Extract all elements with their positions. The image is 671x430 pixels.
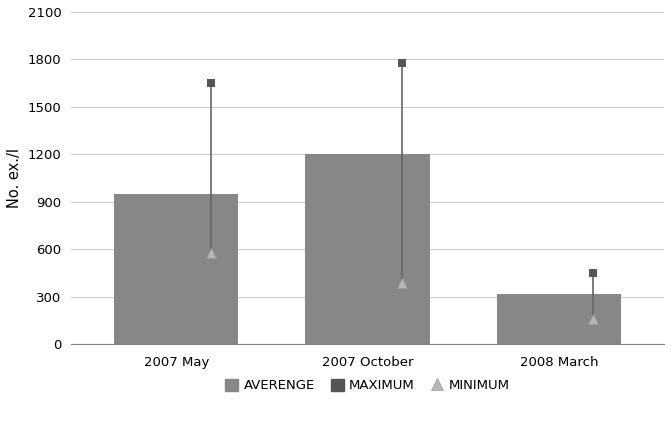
Bar	[305, 154, 429, 344]
Bar	[114, 194, 238, 344]
Bar	[497, 294, 621, 344]
Legend: AVERENGE, MAXIMUM, MINIMUM: AVERENGE, MAXIMUM, MINIMUM	[219, 374, 515, 397]
Y-axis label: No. ex./l: No. ex./l	[7, 148, 22, 208]
